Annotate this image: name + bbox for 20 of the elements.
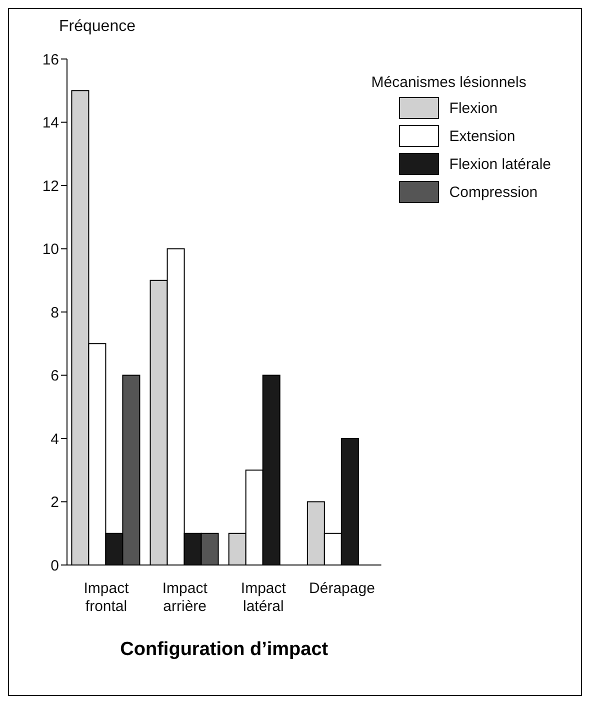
y-tick-label: 10 [42, 241, 59, 258]
y-axis-title: Fréquence [59, 18, 136, 35]
legend-label: Flexion latérale [449, 156, 551, 172]
legend-label: Flexion [449, 100, 498, 116]
y-tick-label: 14 [42, 114, 59, 132]
legend-label: Compression [449, 184, 538, 200]
y-tick-label: 6 [50, 368, 59, 385]
y-tick-label: 8 [50, 304, 59, 322]
legend-label: Extension [449, 128, 516, 144]
y-tick-label: 12 [42, 178, 59, 195]
x-tick-label: Impact latéral [240, 580, 287, 615]
x-tick-label: Impact frontal [84, 580, 130, 615]
x-axis-title: Configuration d’impact [120, 639, 329, 660]
y-tick-label: 4 [50, 430, 59, 448]
y-tick-label: 0 [50, 557, 59, 574]
y-tick-label: 16 [42, 51, 59, 68]
x-tick-label: Impact arrière [162, 580, 208, 615]
legend-title: Mécanismes lésionnels [371, 74, 528, 91]
x-tick-label: Dérapage [309, 580, 375, 597]
y-tick-label: 2 [50, 494, 59, 512]
